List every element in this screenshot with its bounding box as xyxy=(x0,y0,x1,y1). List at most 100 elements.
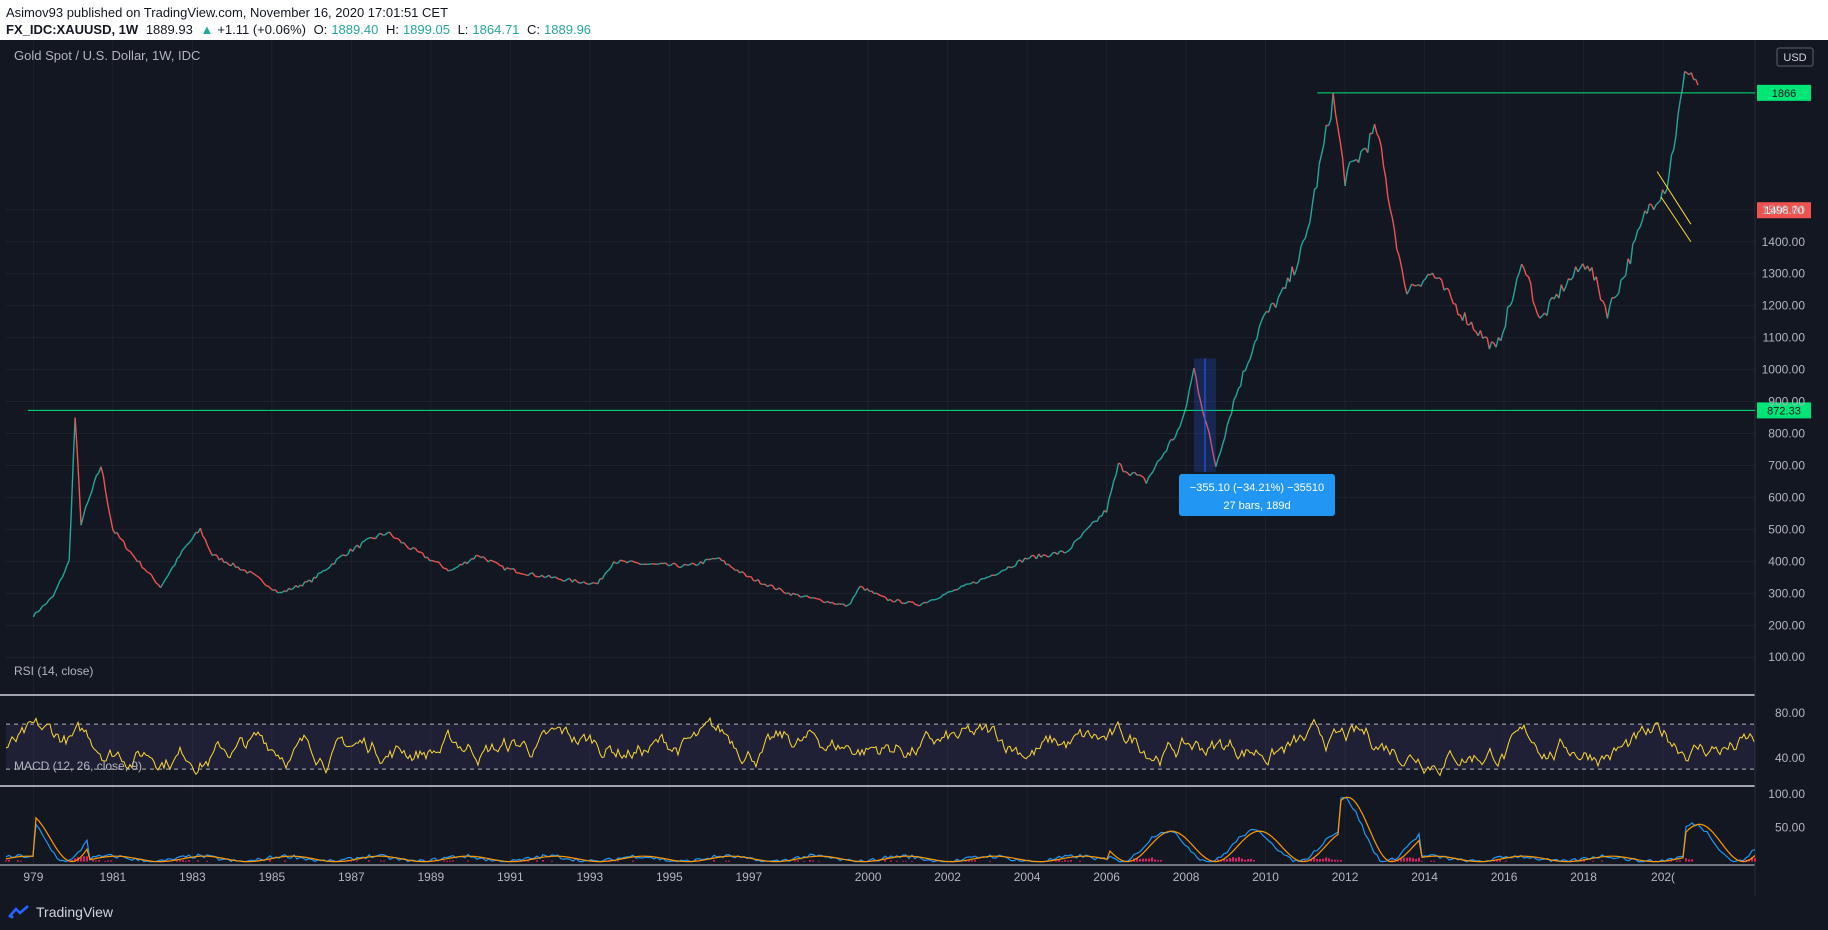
price-segment xyxy=(251,572,255,575)
price-segment xyxy=(119,537,123,541)
macd-title: MACD (12, 26, close, 9) xyxy=(14,759,142,773)
price-segment xyxy=(750,576,755,582)
macd-histogram-bar xyxy=(1583,860,1585,862)
price-segment xyxy=(1258,320,1263,328)
price-segment xyxy=(1455,303,1459,315)
price-segment xyxy=(818,598,821,601)
price-segment xyxy=(216,555,220,561)
symbol-label[interactable]: FX_IDC:XAUUSD, 1W xyxy=(6,22,139,37)
price-segment xyxy=(674,563,679,567)
price-segment xyxy=(1193,367,1197,379)
macd-histogram-bar xyxy=(1070,860,1072,862)
price-segment xyxy=(631,560,635,563)
price-segment xyxy=(1118,462,1122,465)
price-segment xyxy=(288,587,292,591)
tradingview-logo[interactable]: TradingView xyxy=(8,904,113,920)
price-segment xyxy=(1295,260,1300,270)
price-segment xyxy=(1479,330,1484,339)
price-segment xyxy=(597,578,601,585)
macd-histogram-bar xyxy=(1067,860,1069,862)
price-segment xyxy=(889,598,893,602)
price-segment xyxy=(836,603,840,606)
macd-histogram-bar xyxy=(1232,857,1234,862)
time-tick-label: 1991 xyxy=(497,870,524,884)
price-segment xyxy=(827,600,831,604)
price-segment xyxy=(102,475,107,493)
price-segment xyxy=(445,568,449,572)
macd-histogram-bar xyxy=(551,860,553,862)
price-segment xyxy=(1360,148,1364,152)
price-segment xyxy=(989,574,993,578)
price-segment xyxy=(1518,263,1523,274)
price-segment xyxy=(1570,276,1574,281)
price-segment xyxy=(1450,297,1455,305)
price-segment xyxy=(338,555,342,559)
time-tick-label: 2014 xyxy=(1411,870,1438,884)
price-segment xyxy=(256,575,260,578)
price-segment xyxy=(1484,336,1488,339)
price-segment xyxy=(534,575,538,578)
price-segment xyxy=(132,554,136,559)
price-segment xyxy=(1163,450,1167,454)
price-segment xyxy=(263,582,267,586)
price-segment xyxy=(424,556,428,559)
price-segment xyxy=(1382,165,1387,178)
price-tick-label: 1000.00 xyxy=(1762,363,1806,377)
price-segment xyxy=(786,592,789,595)
price-segment xyxy=(1235,388,1240,397)
price-segment xyxy=(1380,146,1385,166)
macd-histogram-bar xyxy=(1688,859,1690,862)
price-segment xyxy=(281,590,285,593)
price-segment xyxy=(457,564,461,568)
price-segment xyxy=(1632,239,1636,245)
price-segment xyxy=(183,544,188,549)
price-segment xyxy=(143,568,148,573)
price-segment xyxy=(940,594,944,598)
price-segment xyxy=(1637,226,1641,231)
price-segment xyxy=(1150,471,1154,475)
price-segment xyxy=(1075,538,1079,541)
currency-badge[interactable]: USD xyxy=(1776,47,1814,67)
price-segment xyxy=(1309,205,1313,223)
price-segment xyxy=(1504,306,1509,327)
price-segment xyxy=(487,559,491,563)
price-segment xyxy=(186,542,190,546)
price-segment xyxy=(361,540,365,543)
price-segment xyxy=(162,579,166,584)
price-segment xyxy=(1179,419,1183,428)
price-segment xyxy=(448,569,451,572)
price-segment xyxy=(606,569,610,573)
price-segment xyxy=(523,573,526,576)
price-segment xyxy=(343,554,346,557)
price-segment xyxy=(1195,378,1200,393)
chart-canvas[interactable]: 872.33 1866 1498.70 −355.10 (−34.21%) −3551… xyxy=(0,40,1828,896)
price-segment xyxy=(1420,280,1424,287)
price-segment xyxy=(1210,444,1215,457)
price-segment xyxy=(771,584,776,590)
price-segment xyxy=(767,584,771,588)
macd-histogram-bar xyxy=(176,860,178,862)
price-segment xyxy=(1634,230,1639,241)
price-segment xyxy=(232,562,237,568)
price-segment xyxy=(917,604,921,607)
time-tick-label: 1983 xyxy=(179,870,206,884)
price-segment xyxy=(1488,341,1493,350)
price-segment xyxy=(968,582,972,585)
price-segment xyxy=(1254,338,1258,343)
price-segment xyxy=(1639,220,1644,228)
macd-histogram-bar xyxy=(368,860,370,862)
price-segment xyxy=(137,560,140,563)
price-segment xyxy=(1070,542,1075,549)
price-segment xyxy=(476,554,479,557)
price-segment xyxy=(1563,285,1567,292)
price-segment xyxy=(105,492,109,507)
price-segment xyxy=(363,538,368,542)
macd-histogram-bar xyxy=(1409,857,1411,862)
price-segment xyxy=(1378,137,1382,147)
price-segment xyxy=(1289,266,1293,283)
price-segment xyxy=(560,578,564,582)
macd-histogram-bar xyxy=(104,860,106,862)
price-segment xyxy=(601,574,606,580)
last-price: 1889.93 xyxy=(145,22,193,37)
macd-histogram-bar xyxy=(890,860,892,862)
